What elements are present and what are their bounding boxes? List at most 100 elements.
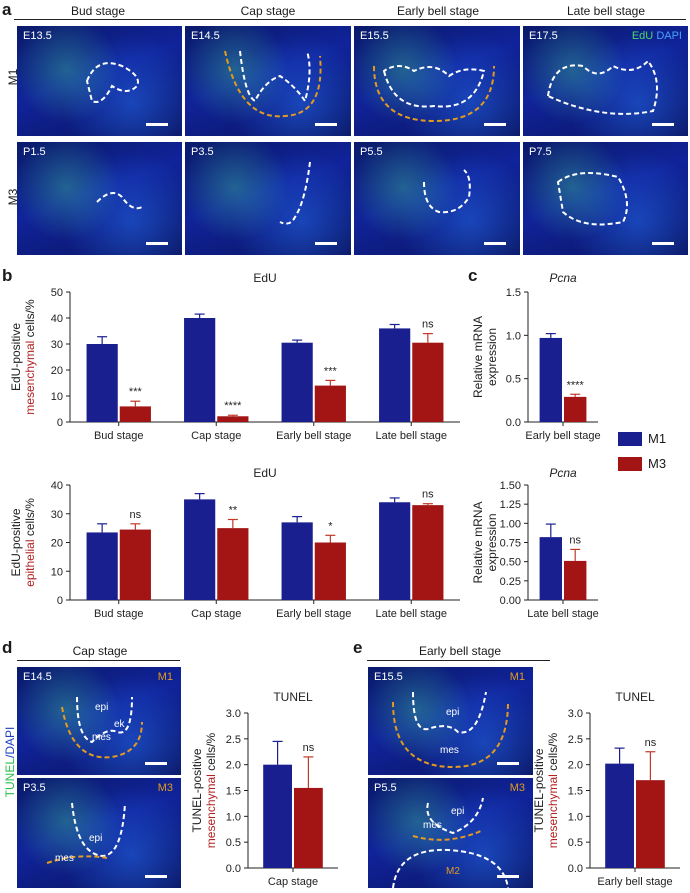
y-tick-label: 10	[51, 391, 63, 403]
y-tick-label: 1.0	[568, 811, 583, 823]
micrograph-e-m3: P5.5 M3 epi mes M2	[368, 778, 533, 888]
bar-m3	[314, 542, 346, 600]
tooth-outline	[224, 50, 322, 118]
y-tick-label: 3.0	[568, 708, 583, 720]
bar-m3	[314, 385, 346, 422]
significance-label: ***	[129, 386, 143, 398]
age-label: E13.5	[23, 30, 52, 42]
micrograph-d-m1: E14.5 M1 epi ek mes	[17, 667, 181, 775]
bar-m3	[636, 780, 665, 868]
scale-bar	[497, 762, 519, 765]
tooth-outline	[46, 802, 126, 864]
chart-pcna-late-bell: Pcna0.000.250.500.751.001.251.50Relative…	[471, 466, 599, 620]
bar-m1	[184, 318, 216, 422]
y-label-line1: Relative mRNA	[471, 316, 485, 398]
chart-title: TUNEL	[615, 690, 655, 704]
scale-bar	[484, 123, 506, 126]
significance-label: ****	[224, 400, 242, 412]
region-label: epi	[89, 833, 103, 844]
y-tick-label: 2.5	[568, 734, 583, 746]
bar-m3	[217, 528, 249, 600]
micrograph-m1-early-bell: E15.5	[354, 26, 520, 136]
panel-e-stage: Early bell stage	[418, 644, 502, 658]
bar-m3	[294, 787, 323, 868]
scale-bar	[484, 242, 506, 245]
significance-label: ns	[645, 737, 657, 749]
epithelium-outline	[96, 192, 143, 210]
y-label-unit: cells/%	[546, 732, 560, 774]
y-tick-label: 0.0	[568, 863, 583, 875]
tooth-label: M1	[509, 671, 525, 683]
significance-label: ****	[567, 379, 585, 391]
bar-m1	[86, 344, 118, 422]
panel-d-stage: Cap stage	[72, 644, 128, 658]
age-label: E17.5	[529, 30, 558, 42]
y-tick-label: 40	[51, 313, 63, 325]
bar-m1	[379, 328, 411, 422]
region-label: mes	[55, 853, 74, 864]
y-label-line2: expression	[485, 513, 499, 571]
epithelium-outline	[423, 169, 471, 214]
x-tick-label: Late bell stage	[375, 608, 447, 620]
tooth-outline	[373, 65, 495, 123]
legend-swatch-m1	[618, 431, 642, 446]
y-axis-label: TUNEL-positivemesenchymal cells/%	[532, 732, 560, 848]
y-tick-label: 0.00	[500, 595, 521, 607]
tooth-outline	[392, 691, 509, 769]
region-label: epi	[446, 707, 460, 718]
y-tick-label: 3.0	[226, 708, 241, 720]
row-label-tunel-dapi: TUNEL/DAPI	[3, 726, 17, 798]
y-tick-label: 0.5	[506, 374, 521, 386]
region-label: mes	[92, 732, 111, 743]
y-label-highlight: epithelial	[23, 539, 37, 586]
region-label: ek	[114, 719, 125, 730]
scale-bar	[315, 242, 337, 245]
legend: M1 M3	[618, 431, 666, 471]
panel-a-rule	[14, 19, 686, 20]
x-tick-label: Cap stage	[191, 430, 241, 442]
micrograph-m3-late-bell: P7.5	[523, 142, 688, 255]
epithelium-outline	[279, 161, 311, 225]
significance-label: *	[328, 520, 333, 532]
panel-d-letter: d	[2, 638, 13, 657]
y-tick-label: 1.5	[226, 786, 241, 798]
bar-m3	[412, 505, 444, 600]
scale-bar	[145, 762, 167, 765]
x-tick-label: Bud stage	[94, 430, 144, 442]
significance-label: ns	[569, 534, 581, 546]
micrograph-m3-bud: P1.5	[17, 142, 182, 255]
y-tick-label: 1.50	[500, 480, 521, 492]
y-label-line1: EdU-positive	[9, 323, 23, 391]
panel-d-rule	[17, 660, 180, 661]
x-tick-label: Late bell stage	[527, 608, 599, 620]
chart-edu-epithelial: EdU 0 10 20 30 40 EdU-positiveepithelial cells…	[9, 466, 460, 620]
x-tick-label: Early bell stage	[597, 876, 672, 888]
epithelium-outline	[85, 62, 139, 103]
region-label: epi	[95, 702, 109, 713]
region-label: epi	[451, 806, 465, 817]
tooth-outline	[546, 59, 658, 115]
scale-bar	[652, 242, 674, 245]
micrograph-m3-cap: P3.5	[185, 142, 351, 255]
x-tick-label: Late bell stage	[375, 430, 447, 442]
significance-label: ns	[422, 319, 434, 331]
x-tick-label: Cap stage	[268, 876, 318, 888]
micrograph-d-m3: P3.5 M3 epi mes	[17, 778, 181, 888]
tooth-outline	[392, 797, 509, 888]
legend-item-m3: M3	[618, 456, 666, 471]
y-tick-label: 0.50	[500, 557, 521, 569]
stage-title-cap: Cap stage	[240, 4, 296, 18]
scale-bar	[497, 875, 519, 878]
tooth-label: M3	[509, 782, 525, 794]
chart-title: EdU	[253, 271, 276, 285]
y-tick-label: 1.5	[506, 287, 521, 299]
y-axis-label: Relative mRNAexpression	[471, 316, 499, 398]
y-tick-label: 10	[51, 566, 63, 578]
y-tick-label: 50	[51, 287, 63, 299]
age-label: E14.5	[191, 30, 220, 42]
panel-c-letter: c	[468, 266, 478, 285]
x-tick-label: Early bell stage	[276, 430, 351, 442]
y-tick-label: 0.0	[226, 863, 241, 875]
y-tick-label: 1.0	[226, 811, 241, 823]
y-label-line1: EdU-positive	[9, 508, 23, 576]
